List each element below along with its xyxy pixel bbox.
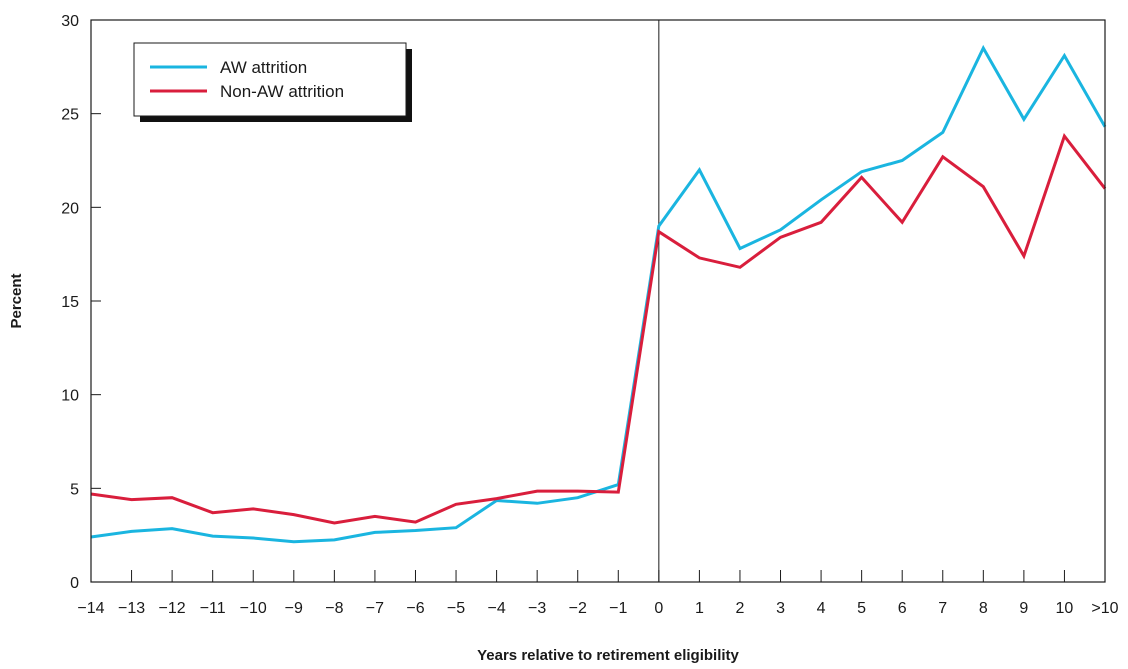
x-tick-label: −12 [159,600,186,617]
x-tick-label: −10 [240,600,267,617]
series-line-non-aw [90,132,1107,525]
series-line-aw [90,44,1107,544]
x-tick-label: −7 [366,600,384,617]
y-tick-label: 15 [61,294,79,311]
x-tick-label: 2 [736,600,745,617]
x-tick-label: 9 [1019,600,1028,617]
x-tick-label: −1 [609,600,627,617]
x-tick-label: 3 [776,600,785,617]
tick-marks [90,19,1106,583]
x-tick-label: 7 [938,600,947,617]
y-axis-title: Percent [8,273,25,328]
x-tick-label: −8 [325,600,343,617]
y-tick-label: 20 [61,200,79,217]
x-tick-label: −11 [200,600,226,617]
x-tick-label: 1 [695,600,704,617]
legend-label-non-aw: Non-AW attrition [220,82,344,101]
x-tick-label: 6 [898,600,907,617]
x-tick-label: 5 [857,600,866,617]
series-lines [90,44,1107,544]
y-tick-label: 25 [61,107,79,124]
x-tick-label: −13 [118,600,145,617]
x-tick-label: −14 [77,600,104,617]
x-tick-label: −3 [528,600,546,617]
x-tick-label: 8 [979,600,988,617]
plot-frame [90,19,1106,583]
x-tick-label: 0 [654,600,663,617]
y-tick-label: 0 [70,575,79,592]
x-tick-label: −5 [447,600,465,617]
y-tick-label: 30 [61,13,79,30]
x-tick-label: −9 [285,600,303,617]
legend-label-aw: AW attrition [220,58,307,77]
x-axis-title: Years relative to retirement eligibility [477,647,739,664]
x-tick-label: 4 [817,600,826,617]
x-tick-label: −4 [487,600,505,617]
y-tick-label: 5 [70,481,79,498]
legend-box [133,42,407,117]
x-tick-label: >10 [1091,600,1118,617]
x-tick-label: −6 [406,600,424,617]
legend: AW attrition Non-AW attrition [133,42,412,122]
x-tick-label: 10 [1056,600,1074,617]
y-tick-label: 10 [61,388,79,405]
x-tick-label: −2 [569,600,587,617]
